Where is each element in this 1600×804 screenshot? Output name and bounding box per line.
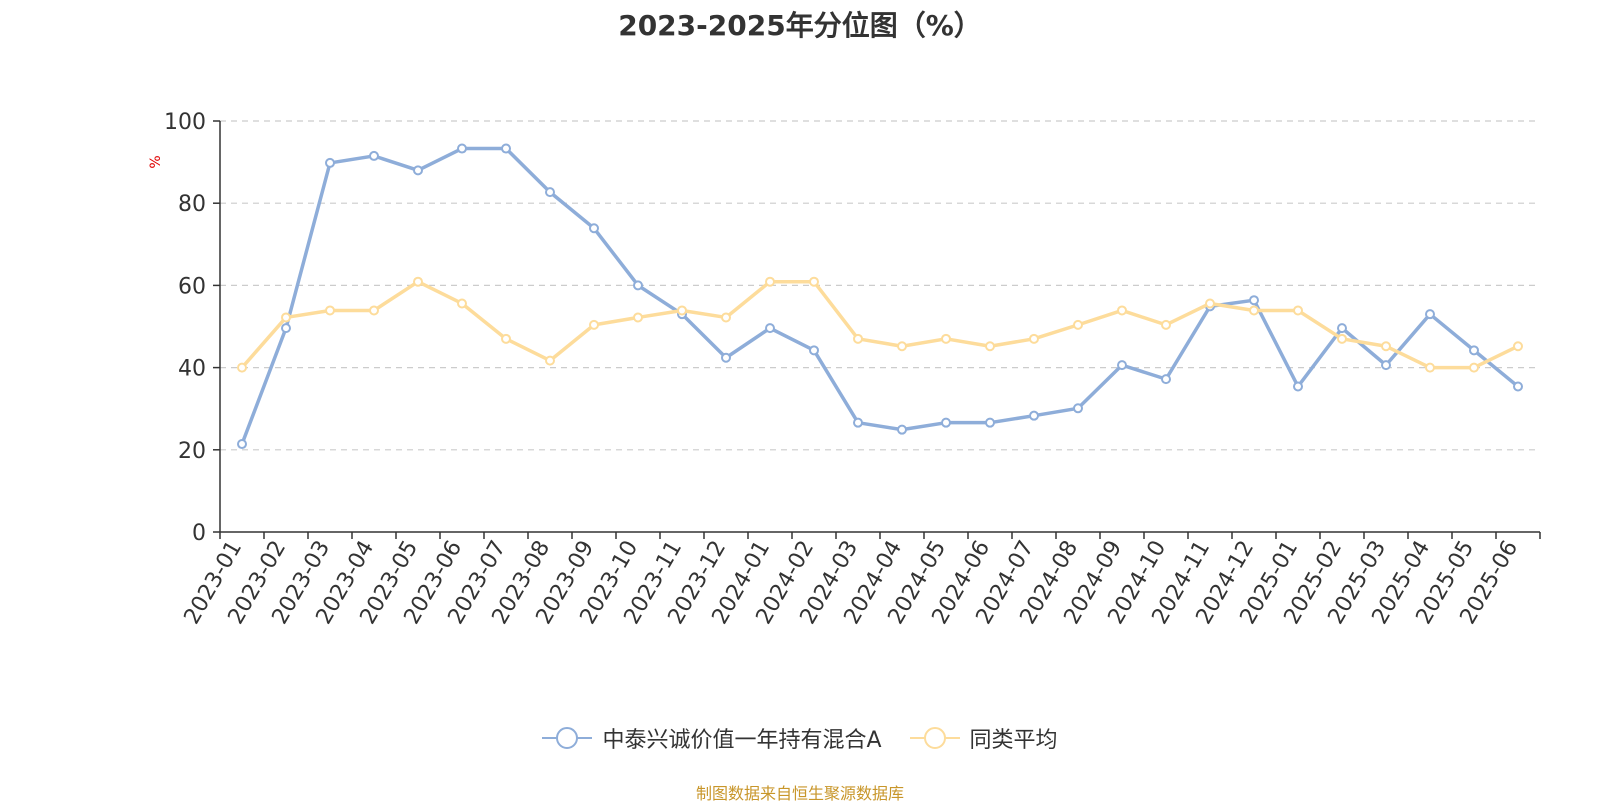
series-lines: [237, 143, 1523, 450]
data-point-1-4: [413, 276, 423, 287]
y-tick-label-40: 40: [178, 357, 206, 382]
series-line-0: [240, 146, 1520, 445]
data-point-1-0: [237, 362, 247, 373]
data-point-0-3: [369, 150, 379, 161]
data-point-1-1: [281, 312, 291, 323]
data-point-1-6: [501, 333, 511, 344]
data-point-0-4: [413, 165, 423, 176]
data-point-1-21: [1161, 319, 1171, 330]
series-line-1: [240, 279, 1519, 370]
data-point-1-15: [897, 341, 907, 352]
data-point-0-27: [1425, 309, 1435, 320]
data-point-0-15: [897, 424, 907, 435]
data-point-1-20: [1117, 305, 1127, 316]
data-point-0-8: [589, 223, 599, 234]
data-point-0-26: [1381, 360, 1391, 371]
data-point-1-28: [1469, 362, 1479, 373]
legend-label-category-average: 同类平均: [969, 728, 1058, 753]
legend-swatch-category-average-icon: [909, 726, 960, 750]
data-point-0-13: [809, 345, 819, 356]
data-point-1-14: [853, 333, 863, 344]
data-point-0-0: [237, 439, 247, 450]
legend-item-category-average[interactable]: 同类平均: [909, 722, 1058, 754]
data-point-1-26: [1381, 341, 1391, 352]
data-point-0-20: [1117, 360, 1127, 371]
data-point-0-28: [1469, 345, 1479, 356]
chart-title: 2023-2025年分位图（%）: [618, 9, 982, 42]
data-point-1-8: [589, 319, 599, 330]
data-point-0-2: [325, 157, 335, 168]
data-point-1-9: [633, 312, 643, 323]
legend: 中泰兴诚价值一年持有混合A 同类平均: [0, 722, 1600, 754]
data-point-1-12: [765, 276, 775, 287]
data-point-1-10: [677, 305, 687, 316]
data-point-1-13: [809, 276, 819, 287]
data-point-0-29: [1513, 381, 1523, 392]
data-point-0-21: [1161, 374, 1171, 385]
data-point-0-25: [1337, 323, 1347, 334]
y-tick-label-100: 100: [164, 110, 206, 135]
data-point-1-27: [1425, 362, 1435, 373]
data-point-0-17: [985, 417, 995, 428]
axes: 0204060801002023-012023-022023-032023-04…: [164, 110, 1541, 629]
data-point-0-23: [1249, 295, 1259, 306]
y-tick-label-0: 0: [192, 521, 206, 546]
y-tick-label-20: 20: [178, 439, 206, 464]
data-point-1-7: [545, 355, 555, 366]
data-point-0-1: [281, 323, 291, 334]
data-point-0-11: [721, 352, 731, 363]
data-point-1-22: [1205, 298, 1215, 309]
data-point-0-5: [457, 143, 467, 154]
legend-swatch-fund-icon: [542, 726, 593, 750]
data-point-0-12: [765, 323, 775, 334]
legend-label-fund: 中泰兴诚价值一年持有混合A: [602, 728, 882, 753]
y-tick-label-80: 80: [178, 192, 206, 217]
data-point-0-9: [633, 280, 643, 291]
source-note: 制图数据来自恒生聚源数据库: [695, 784, 904, 803]
data-point-0-19: [1073, 403, 1083, 414]
data-point-1-19: [1073, 319, 1083, 330]
data-point-0-18: [1029, 410, 1039, 421]
data-point-1-25: [1337, 333, 1347, 344]
data-point-1-24: [1293, 305, 1303, 316]
data-point-1-3: [369, 305, 379, 316]
data-point-1-2: [325, 305, 335, 316]
data-point-1-18: [1029, 333, 1039, 344]
y-tick-label-60: 60: [178, 274, 206, 299]
grid-lines: [220, 120, 1540, 451]
data-point-0-16: [941, 417, 951, 428]
series-1: [237, 276, 1523, 373]
data-point-0-24: [1293, 381, 1303, 392]
data-point-1-11: [721, 312, 731, 323]
data-point-1-5: [457, 298, 467, 309]
data-point-0-6: [501, 143, 511, 154]
series-0: [237, 143, 1523, 450]
data-point-0-14: [853, 417, 863, 428]
y-axis-label: %: [148, 155, 164, 168]
data-point-1-16: [941, 333, 951, 344]
data-point-1-17: [985, 341, 995, 352]
data-point-1-29: [1513, 341, 1523, 352]
data-point-1-23: [1249, 305, 1259, 316]
data-point-0-7: [545, 187, 555, 198]
legend-item-fund[interactable]: 中泰兴诚价值一年持有混合A: [542, 722, 882, 754]
